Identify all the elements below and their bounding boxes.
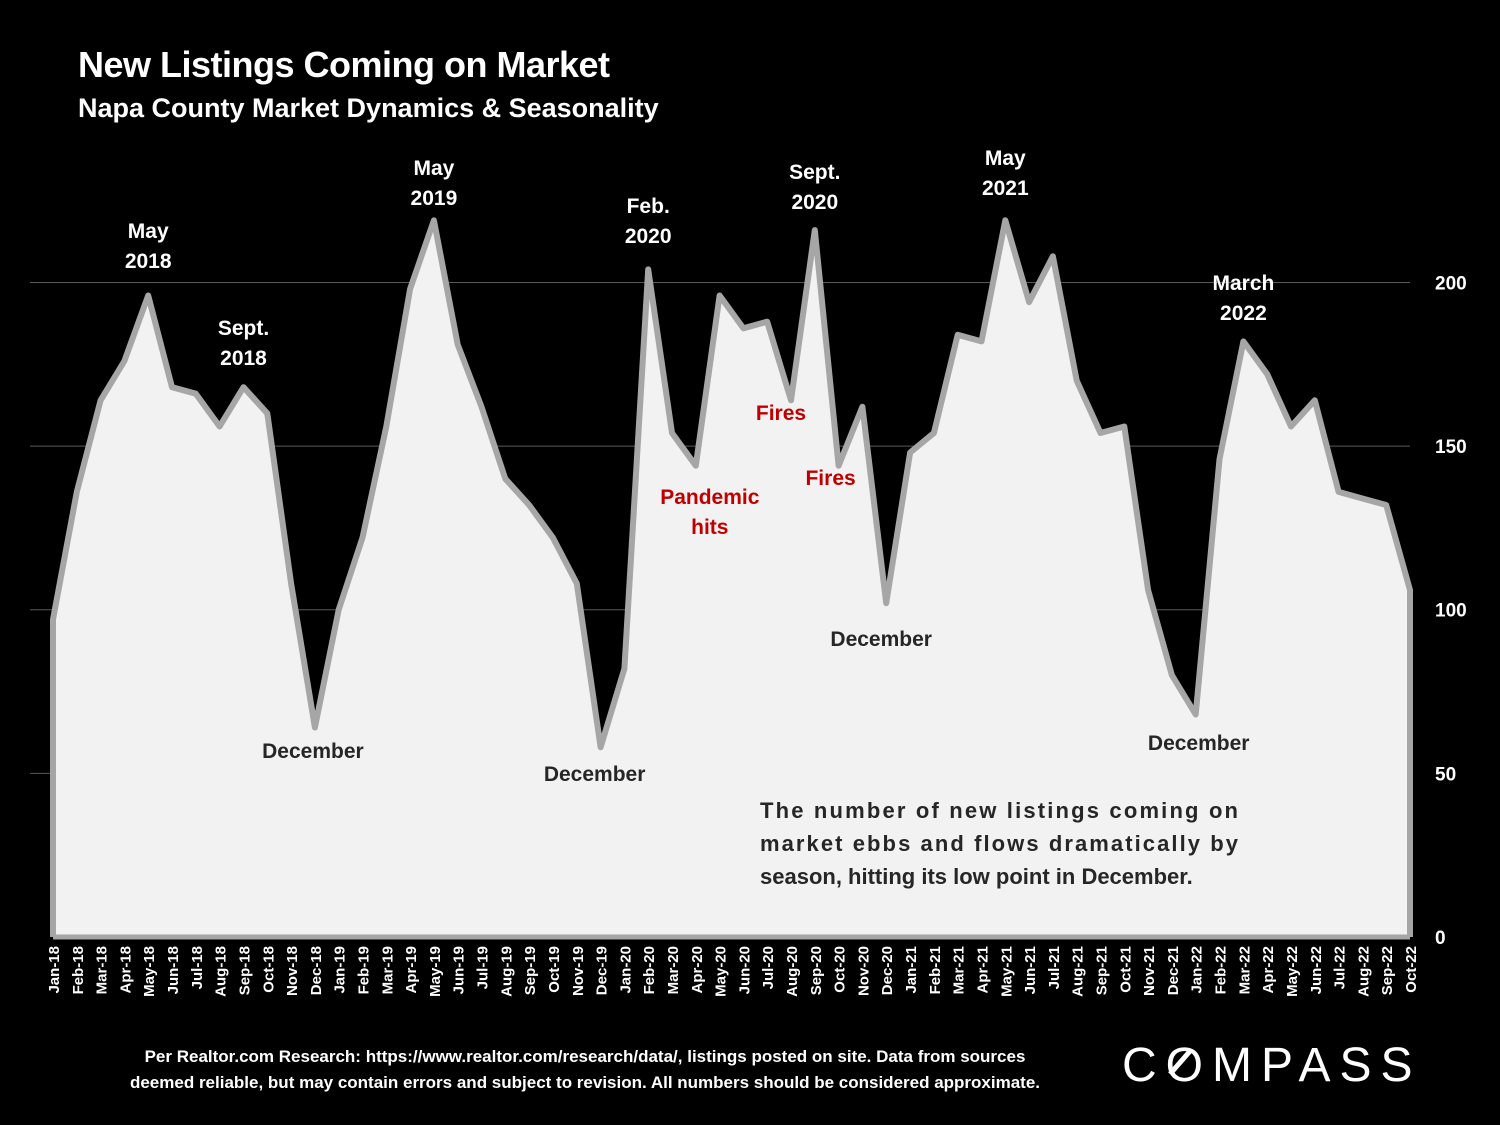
annotation-trough-11-line-1: December [262, 740, 364, 763]
x-tick-sep-22: Sep-22 [1379, 946, 1396, 995]
x-tick-mar-18: Mar-18 [94, 946, 111, 994]
annotation-peak-8-line-2: 2018 [220, 347, 267, 370]
x-tick-sep-21: Sep-21 [1094, 946, 1111, 995]
x-tick-apr-20: Apr-20 [689, 946, 706, 994]
chart-note-line-2: market ebbs and flows dramatically by [760, 831, 1239, 856]
x-tick-jul-20: Jul-20 [760, 946, 777, 989]
x-tick-oct-18: Oct-18 [260, 946, 277, 993]
x-tick-jan-18: Jan-18 [46, 946, 63, 994]
x-tick-feb-22: Feb-22 [1213, 946, 1230, 994]
x-tick-nov-18: Nov-18 [284, 946, 301, 996]
y-tick-200: 200 [1435, 273, 1467, 294]
y-tick-0: 0 [1435, 928, 1446, 949]
x-tick-apr-19: Apr-19 [403, 946, 420, 994]
x-tick-feb-19: Feb-19 [356, 946, 373, 994]
x-tick-may-22: May-22 [1284, 946, 1301, 997]
annotation-peak-50-line-2: 2022 [1220, 302, 1267, 325]
x-tick-may-19: May-19 [427, 946, 444, 997]
annotation-peak-25-line-1: Feb. [627, 195, 670, 218]
x-tick-may-20: May-20 [713, 946, 730, 997]
annotation-peak-4-line-2: 2018 [125, 250, 172, 273]
annotation-trough-48-line-1: December [1148, 732, 1250, 755]
x-tick-may-21: May-21 [998, 946, 1015, 997]
compass-logo-text: COMPASS [1122, 1039, 1421, 1092]
x-tick-jul-22: Jul-22 [1332, 946, 1349, 989]
chart-subtitle: Napa County Market Dynamics & Seasonalit… [78, 93, 659, 123]
source-footnote: Per Realtor.com Research: https://www.re… [60, 1044, 1110, 1096]
annotation-event-27-line-2: hits [691, 516, 728, 539]
x-tick-apr-18: Apr-18 [117, 946, 134, 994]
x-tick-jan-20: Jan-20 [617, 946, 634, 994]
x-tick-aug-22: Aug-22 [1355, 946, 1372, 997]
x-tick-feb-21: Feb-21 [927, 946, 944, 994]
x-tick-jun-18: Jun-18 [165, 946, 182, 994]
x-tick-nov-19: Nov-19 [570, 946, 587, 996]
x-tick-aug-20: Aug-20 [784, 946, 801, 997]
annotation-peak-25-line-2: 2020 [625, 225, 672, 248]
x-tick-sep-18: Sep-18 [237, 946, 254, 995]
x-tick-feb-18: Feb-18 [70, 946, 87, 994]
x-tick-jul-19: Jul-19 [475, 946, 492, 989]
x-tick-aug-19: Aug-19 [498, 946, 515, 997]
compass-logo-needle [1168, 1048, 1193, 1076]
x-tick-nov-20: Nov-20 [855, 946, 872, 996]
footnote-line-2: deemed reliable, but may contain errors … [129, 1073, 1041, 1092]
series-line [50, 217, 1413, 937]
x-tick-aug-18: Aug-18 [213, 946, 230, 997]
x-tick-jan-22: Jan-22 [1189, 946, 1206, 994]
annotation-peak-16-line-2: 2019 [411, 187, 458, 210]
y-tick-50: 50 [1435, 764, 1456, 785]
annotation-peak-8-line-1: Sept. [218, 317, 269, 340]
annotation-peak-50-line-1: March [1212, 272, 1274, 295]
x-tick-sep-20: Sep-20 [808, 946, 825, 995]
x-tick-dec-20: Dec-20 [879, 946, 896, 995]
x-tick-jul-18: Jul-18 [189, 946, 206, 989]
annotation-peak-40-line-1: May [985, 147, 1026, 170]
footnote-line-1: Per Realtor.com Research: https://www.re… [144, 1047, 1026, 1066]
annotation-peak-4-line-1: May [128, 220, 169, 243]
x-tick-aug-21: Aug-21 [1070, 946, 1087, 997]
x-tick-mar-21: Mar-21 [951, 946, 968, 994]
x-tick-jun-20: Jun-20 [736, 946, 753, 994]
x-tick-dec-18: Dec-18 [308, 946, 325, 995]
chart-note-line-3: season, hitting its low point in Decembe… [760, 864, 1193, 889]
x-tick-oct-19: Oct-19 [546, 946, 563, 993]
annotation-event-31-line-1: Fires [756, 402, 806, 425]
x-tick-oct-20: Oct-20 [832, 946, 849, 993]
x-tick-oct-21: Oct-21 [1117, 946, 1134, 993]
annotation-peak-16-line-1: May [413, 157, 454, 180]
x-tick-jan-21: Jan-21 [903, 946, 920, 994]
x-tick-dec-19: Dec-19 [594, 946, 611, 995]
x-tick-mar-19: Mar-19 [379, 946, 396, 994]
compass-logo: COMPASS [1122, 1039, 1421, 1092]
chart-note-line-1: The number of new listings coming on [760, 798, 1238, 823]
x-tick-jun-19: Jun-19 [451, 946, 468, 994]
x-tick-sep-19: Sep-19 [522, 946, 539, 995]
x-tick-feb-20: Feb-20 [641, 946, 658, 994]
x-tick-dec-21: Dec-21 [1165, 946, 1182, 995]
x-tick-jan-19: Jan-19 [332, 946, 349, 994]
annotation-event-27-line-1: Pandemic [660, 486, 760, 509]
x-tick-jun-22: Jun-22 [1308, 946, 1325, 994]
chart-title: New Listings Coming on Market [78, 44, 610, 85]
annotation-peak-32-line-1: Sept. [789, 161, 840, 184]
annotation-peak-32-line-2: 2020 [791, 191, 838, 214]
x-tick-jul-21: Jul-21 [1046, 946, 1063, 989]
x-tick-jun-21: Jun-21 [1022, 946, 1039, 994]
annotation-trough-35-line-1: December [830, 628, 932, 651]
y-tick-100: 100 [1435, 601, 1467, 622]
y-tick-150: 150 [1435, 437, 1467, 458]
annotation-peak-40-line-2: 2021 [982, 177, 1029, 200]
annotation-event-33-line-1: Fires [805, 467, 855, 490]
x-tick-may-18: May-18 [141, 946, 158, 997]
x-tick-nov-21: Nov-21 [1141, 946, 1158, 996]
x-tick-mar-20: Mar-20 [665, 946, 682, 994]
x-tick-apr-21: Apr-21 [975, 946, 992, 994]
x-tick-apr-22: Apr-22 [1260, 946, 1277, 994]
annotation-trough-23-line-1: December [544, 763, 646, 786]
x-tick-mar-22: Mar-22 [1236, 946, 1253, 994]
x-tick-oct-22: Oct-22 [1403, 946, 1420, 993]
